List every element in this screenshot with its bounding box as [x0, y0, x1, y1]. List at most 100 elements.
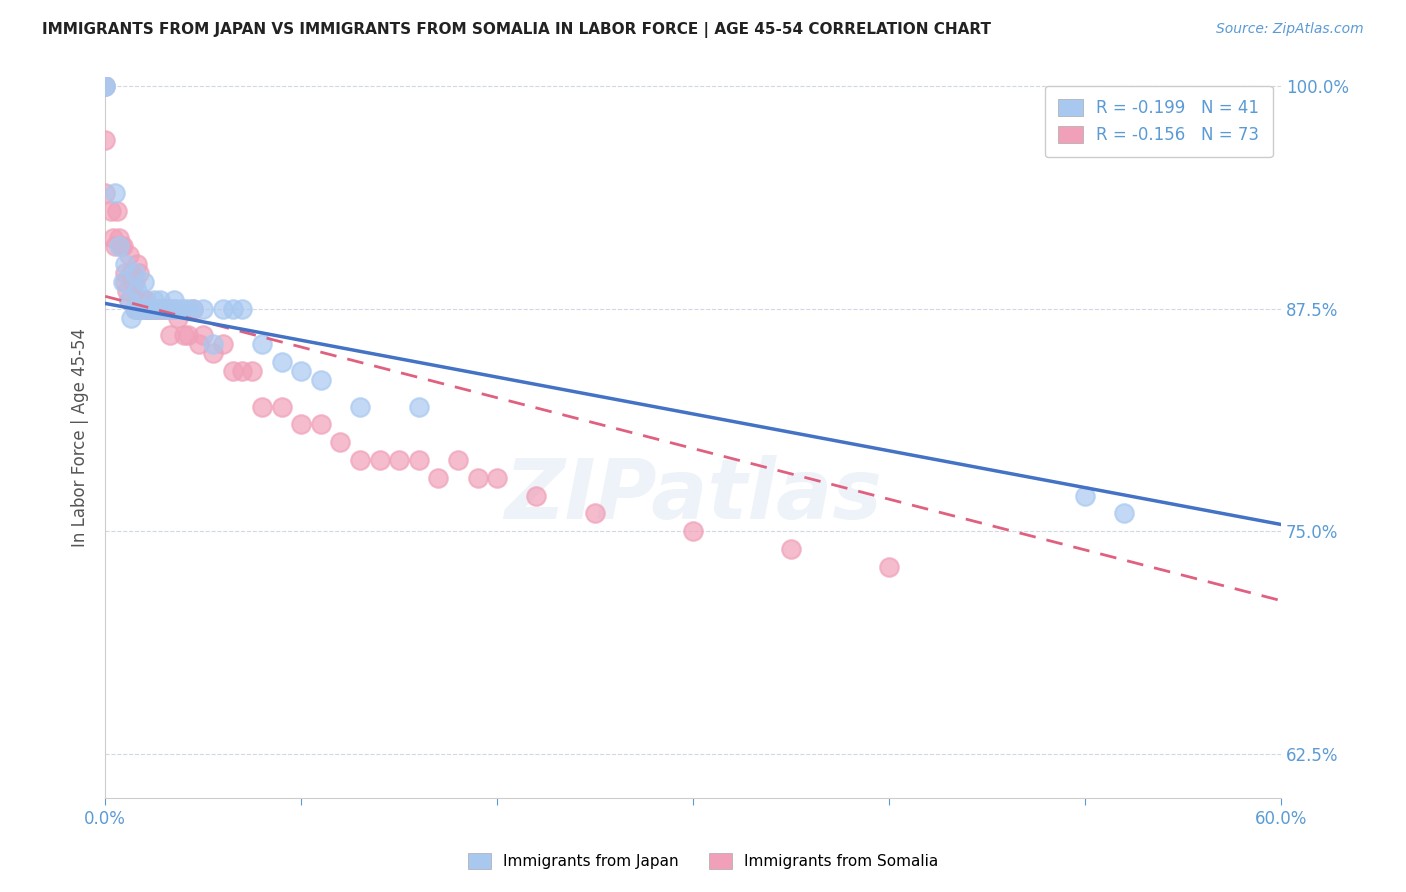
Point: [108, 230, 131, 244]
Point: [128, 266, 150, 280]
Point: [136, 301, 159, 316]
Point: [349, 400, 371, 414]
Point: [221, 301, 243, 316]
Point: [120, 310, 142, 325]
Point: [270, 355, 292, 369]
Y-axis label: In Labor Force | Age 45-54: In Labor Force | Age 45-54: [72, 328, 89, 548]
Point: [1114, 507, 1136, 521]
Text: IMMIGRANTS FROM JAPAN VS IMMIGRANTS FROM SOMALIA IN LABOR FORCE | AGE 45-54 CORR: IMMIGRANTS FROM JAPAN VS IMMIGRANTS FROM…: [42, 22, 991, 38]
Point: [240, 364, 263, 378]
Point: [136, 301, 159, 316]
Point: [135, 301, 157, 316]
Point: [118, 248, 141, 262]
Point: [134, 301, 156, 316]
Point: [118, 293, 141, 307]
Point: [150, 301, 173, 316]
Point: [134, 293, 156, 307]
Point: [124, 301, 146, 316]
Point: [193, 328, 215, 343]
Point: [388, 453, 411, 467]
Point: [120, 266, 142, 280]
Point: [290, 417, 312, 432]
Point: [121, 275, 143, 289]
Point: [221, 364, 243, 378]
Point: [524, 489, 547, 503]
Point: [211, 301, 233, 316]
Point: [329, 435, 352, 450]
Point: [183, 301, 205, 316]
Point: [139, 301, 162, 316]
Point: [100, 203, 122, 218]
Point: [131, 293, 153, 307]
Point: [290, 364, 312, 378]
Point: [124, 275, 146, 289]
Point: [105, 203, 128, 218]
Text: Source: ZipAtlas.com: Source: ZipAtlas.com: [1216, 22, 1364, 37]
Point: [143, 301, 166, 316]
Point: [193, 301, 215, 316]
Point: [201, 346, 224, 360]
Point: [309, 417, 332, 432]
Point: [125, 301, 148, 316]
Point: [169, 301, 191, 316]
Point: [183, 301, 205, 316]
Point: [173, 301, 195, 316]
Point: [111, 239, 134, 253]
Legend: Immigrants from Japan, Immigrants from Somalia: Immigrants from Japan, Immigrants from S…: [457, 843, 949, 880]
Point: [94, 79, 117, 94]
Point: [211, 337, 233, 351]
Point: [1074, 489, 1097, 503]
Point: [135, 293, 157, 307]
Point: [583, 507, 606, 521]
Point: [114, 257, 136, 271]
Point: [143, 293, 166, 307]
Point: [111, 275, 134, 289]
Point: [166, 310, 188, 325]
Point: [94, 79, 117, 94]
Point: [125, 284, 148, 298]
Point: [118, 293, 141, 307]
Point: [349, 453, 371, 467]
Point: [250, 400, 273, 414]
Point: [101, 230, 124, 244]
Point: [114, 266, 136, 280]
Point: [155, 301, 177, 316]
Point: [159, 328, 181, 343]
Point: [146, 301, 169, 316]
Point: [145, 301, 167, 316]
Point: [146, 301, 169, 316]
Point: [110, 239, 132, 253]
Point: [176, 328, 198, 343]
Point: [156, 301, 179, 316]
Point: [134, 301, 156, 316]
Point: [173, 328, 195, 343]
Point: [163, 301, 186, 316]
Legend: R = -0.199   N = 41, R = -0.156   N = 73: R = -0.199 N = 41, R = -0.156 N = 73: [1045, 86, 1272, 157]
Point: [447, 453, 470, 467]
Point: [231, 301, 253, 316]
Point: [309, 373, 332, 387]
Text: ZIPatlas: ZIPatlas: [505, 455, 882, 536]
Point: [124, 301, 146, 316]
Point: [682, 524, 704, 539]
Point: [128, 301, 150, 316]
Point: [163, 301, 186, 316]
Point: [139, 301, 162, 316]
Point: [125, 257, 148, 271]
Point: [124, 266, 146, 280]
Point: [149, 301, 172, 316]
Point: [408, 400, 430, 414]
Point: [94, 186, 117, 200]
Point: [143, 301, 166, 316]
Point: [108, 239, 131, 253]
Point: [156, 301, 179, 316]
Point: [231, 364, 253, 378]
Point: [141, 301, 163, 316]
Point: [94, 79, 117, 94]
Point: [250, 337, 273, 351]
Point: [114, 275, 136, 289]
Point: [188, 337, 211, 351]
Point: [486, 471, 509, 485]
Point: [427, 471, 450, 485]
Point: [176, 301, 198, 316]
